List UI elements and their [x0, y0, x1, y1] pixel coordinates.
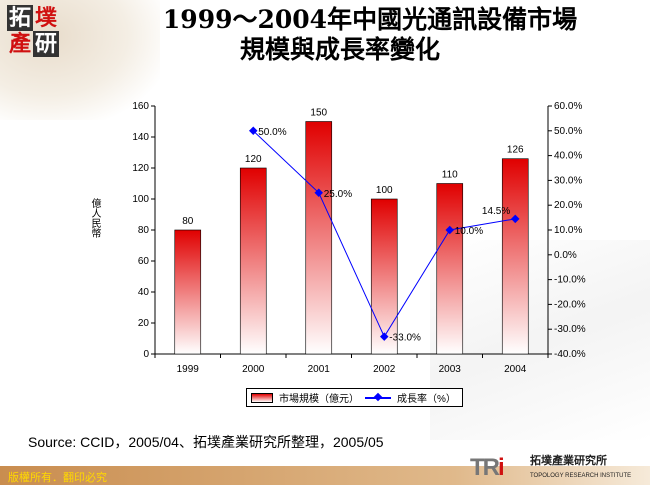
y-tick-label: 120 — [132, 163, 149, 174]
y2-tick-label: -20.0% — [554, 299, 586, 310]
y2-tick-label: -10.0% — [554, 275, 586, 286]
growth-label: 14.5% — [482, 206, 510, 217]
y2-tick-label: 30.0% — [554, 175, 582, 186]
y-tick-label: 140 — [132, 132, 149, 143]
page-subtitle: 規模與成長率變化 — [239, 35, 440, 64]
brand-mark-i: i — [498, 454, 505, 481]
y2-tick-label: -40.0% — [554, 349, 586, 360]
bar — [174, 229, 202, 355]
y-tick-label: 160 — [132, 101, 149, 112]
growth-point — [249, 126, 258, 136]
bar-label: 120 — [245, 154, 262, 165]
y2-tick-label: -30.0% — [554, 324, 586, 335]
growth-point — [380, 332, 389, 341]
bar — [239, 167, 267, 355]
logo-char: 墣 — [34, 5, 57, 31]
brand-mark: TR — [470, 454, 500, 481]
logo-char: 拓 — [7, 5, 33, 31]
growth-label: -33.0% — [389, 333, 421, 344]
legend-line-label: 成長率（%） — [397, 394, 456, 405]
logo-char: 研 — [33, 31, 59, 57]
brand-logo: TRi — [470, 454, 505, 481]
bar — [501, 158, 529, 355]
logo: 拓墣產研 — [7, 5, 59, 57]
growth-label: 50.0% — [258, 127, 286, 138]
footer-bar: 版權所有．翻印必究 — [0, 466, 650, 485]
watermark — [430, 240, 650, 440]
x-tick-label: 2000 — [242, 364, 265, 375]
y-tick-label: 60 — [138, 256, 150, 267]
x-tick-label: 2003 — [439, 364, 462, 375]
bar-label: 110 — [442, 170, 458, 181]
x-tick-label: 2002 — [373, 364, 396, 375]
x-tick-label: 2004 — [504, 364, 527, 375]
y2-tick-label: 20.0% — [554, 200, 582, 211]
logo-char: 產 — [8, 31, 31, 57]
bar-label: 80 — [182, 216, 194, 227]
y2-tick-label: 40.0% — [554, 151, 582, 162]
bar — [305, 121, 333, 355]
brand-english: TOPOLOGY RESEARCH INSTITUTE — [530, 473, 632, 479]
y-tick-label: 20 — [138, 318, 150, 329]
x-tick-label: 1999 — [177, 364, 200, 375]
legend-bar-label: 市場規模（億元） — [279, 394, 359, 405]
legend: 市場規模（億元） 成長率（%） — [246, 388, 463, 407]
brand-name: 拓墣產業研究所 — [530, 455, 607, 467]
copyright: 版權所有．翻印必究 — [8, 472, 107, 484]
growth-point — [445, 225, 454, 235]
y2-tick-label: 50.0% — [554, 126, 582, 137]
growth-label: 25.0% — [324, 189, 352, 200]
source-note: Source: CCID，2005/04、拓墣產業研究所整理，2005/05 — [28, 434, 384, 450]
y2-tick-label: 10.0% — [554, 225, 582, 236]
y-tick-label: 100 — [132, 194, 149, 205]
y-tick-label: 0 — [143, 349, 149, 360]
bar-label: 150 — [310, 108, 327, 119]
bar — [370, 198, 398, 355]
bar-label: 100 — [376, 185, 393, 196]
y-axis-label: 億人民幣 — [89, 198, 100, 238]
legend-bar-swatch — [251, 392, 273, 403]
y2-tick-label: 60.0% — [554, 101, 582, 112]
growth-label: 10.0% — [455, 226, 483, 237]
x-tick-label: 2001 — [308, 364, 331, 375]
page-title: 1999～2004年中國光通訊設備市場 — [162, 5, 578, 34]
y-tick-label: 40 — [138, 287, 150, 298]
bar-label: 126 — [507, 145, 524, 156]
y2-tick-label: 0.0% — [554, 250, 577, 261]
growth-point — [314, 188, 323, 198]
legend-line-swatch — [365, 396, 391, 399]
y-tick-label: 80 — [138, 225, 150, 236]
bar — [436, 183, 464, 355]
